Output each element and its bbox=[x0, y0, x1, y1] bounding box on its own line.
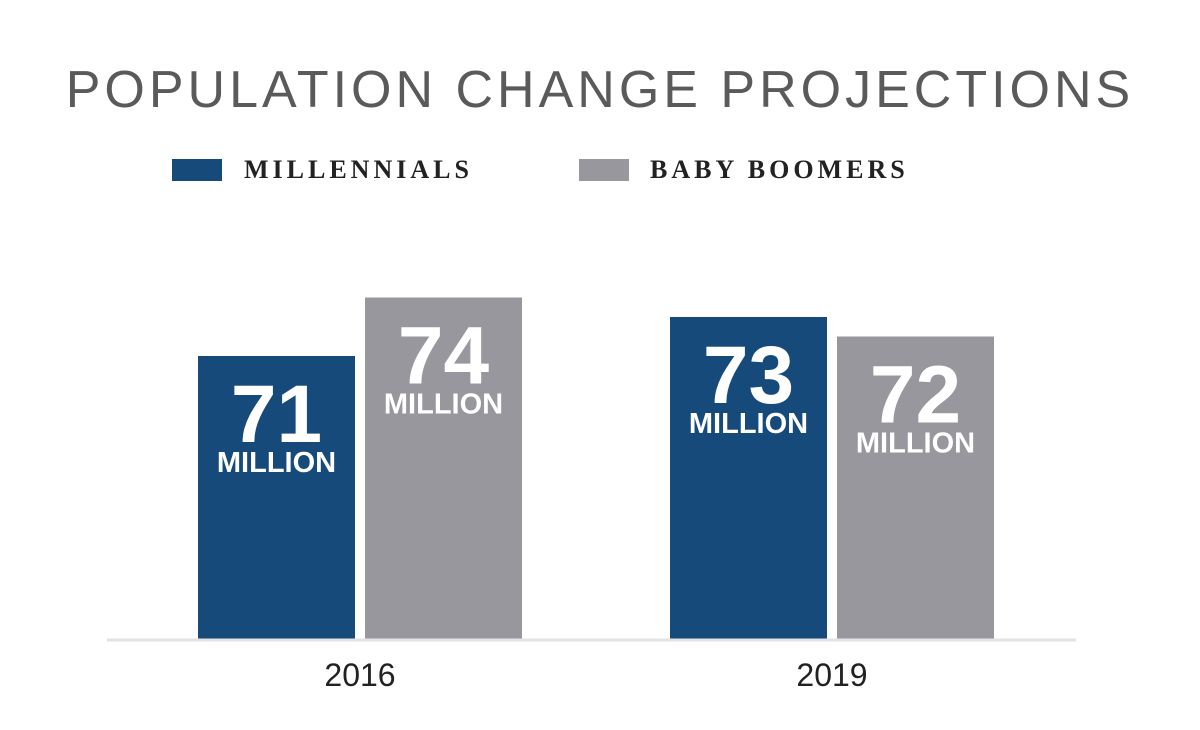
legend-label-millennials: MILLENNIALS bbox=[244, 155, 473, 184]
x-tick-label-2019: 2019 bbox=[796, 657, 867, 693]
data-label-millennials-2019: 73 bbox=[703, 330, 794, 421]
data-label-baby-boomers-2019: 72 bbox=[870, 350, 961, 441]
data-label-baby-boomers-2016: 74 bbox=[398, 311, 490, 402]
legend-label-baby-boomers: BABY BOOMERS bbox=[650, 155, 909, 184]
bar-baby-boomers-2019 bbox=[837, 336, 994, 639]
data-label-unit-millennials-2019: MILLION bbox=[689, 408, 808, 440]
bar-millennials-2016 bbox=[198, 356, 355, 639]
chart-title: POPULATION CHANGE PROJECTIONS bbox=[65, 61, 1135, 119]
bar-millennials-2019 bbox=[670, 317, 827, 639]
legend-swatch-baby-boomers bbox=[579, 159, 629, 181]
x-tick-label-2016: 2016 bbox=[324, 657, 395, 693]
bar-baby-boomers-2016 bbox=[365, 297, 522, 639]
data-label-unit-baby-boomers-2016: MILLION bbox=[384, 389, 503, 421]
data-label-unit-baby-boomers-2019: MILLION bbox=[856, 428, 975, 460]
data-label-unit-millennials-2016: MILLION bbox=[217, 447, 336, 479]
data-label-millennials-2016: 71 bbox=[231, 369, 322, 460]
legend-swatch-millennials bbox=[172, 159, 222, 181]
